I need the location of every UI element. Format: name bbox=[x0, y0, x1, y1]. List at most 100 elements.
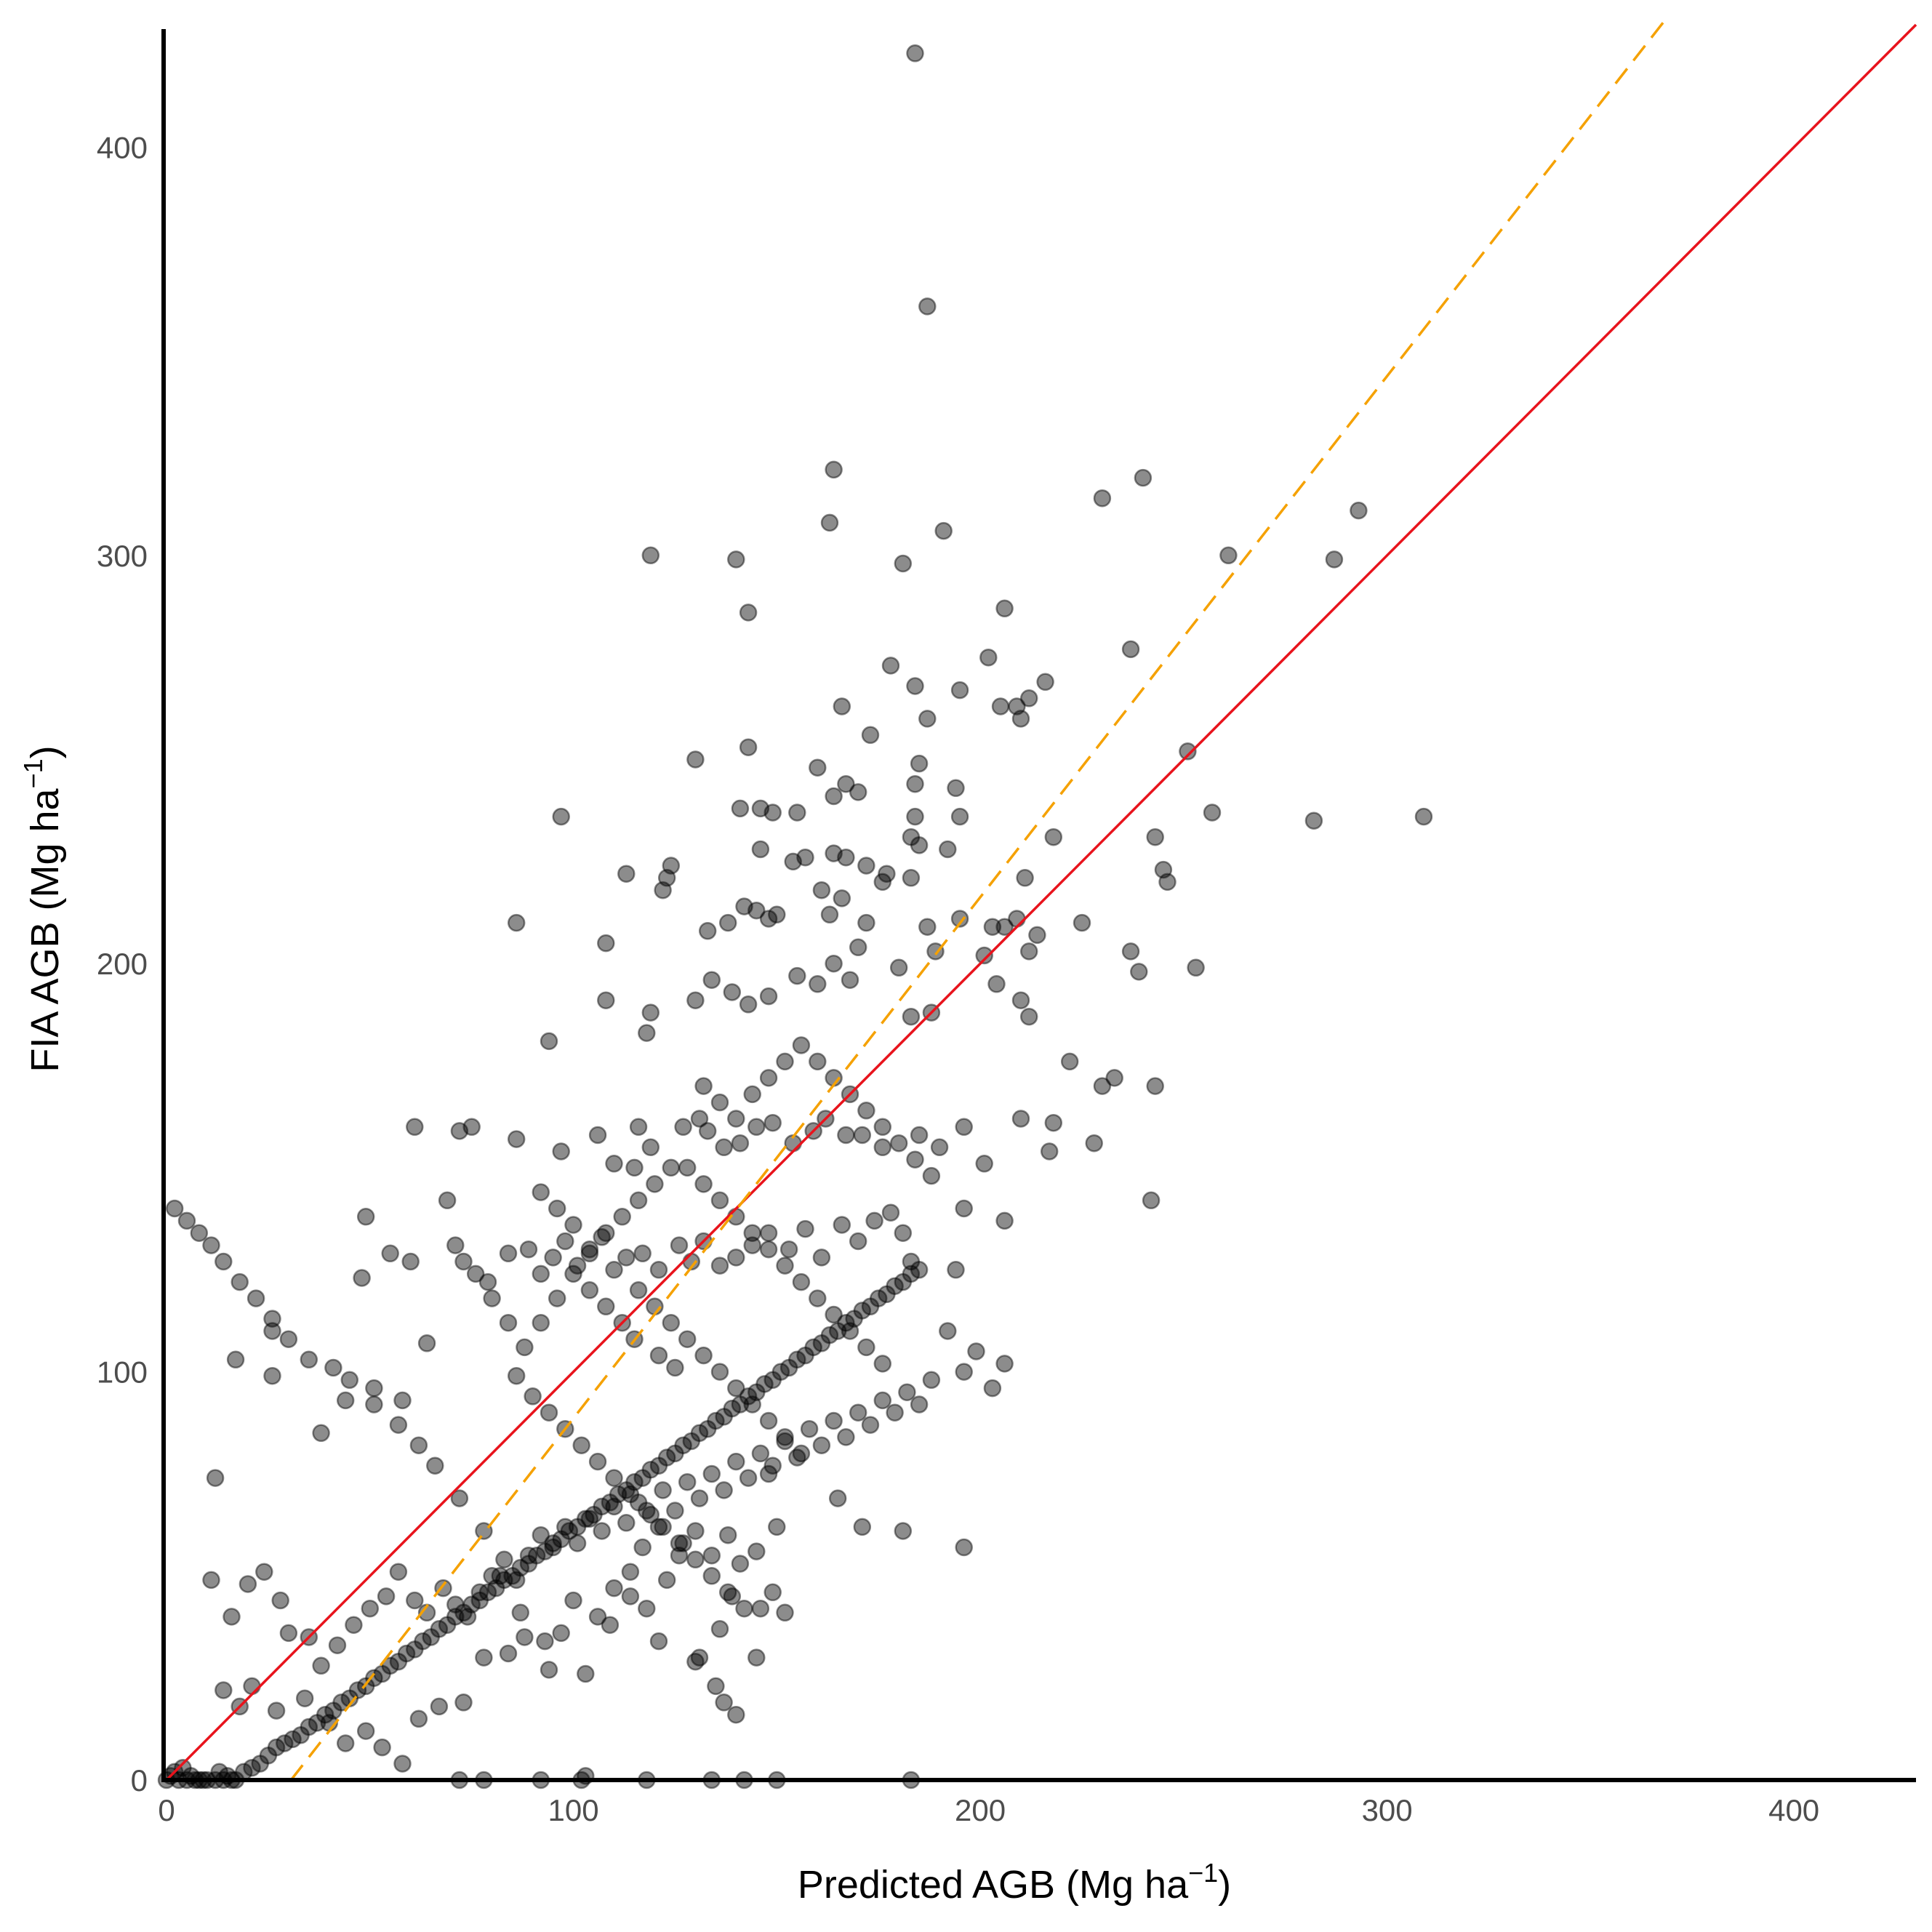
data-point bbox=[605, 1469, 623, 1487]
data-point bbox=[556, 1518, 574, 1536]
data-point bbox=[532, 1313, 550, 1332]
data-point bbox=[763, 1113, 782, 1132]
data-point bbox=[837, 848, 855, 867]
data-point bbox=[1158, 873, 1177, 891]
data-point bbox=[747, 1542, 766, 1560]
data-point bbox=[918, 297, 937, 316]
data-point bbox=[743, 1224, 761, 1242]
data-point bbox=[1028, 926, 1046, 945]
data-point bbox=[373, 1738, 391, 1757]
data-point bbox=[1146, 1077, 1164, 1095]
y-tick-label: 200 bbox=[97, 947, 148, 981]
data-point bbox=[597, 934, 615, 953]
data-point bbox=[548, 1289, 566, 1307]
data-point bbox=[723, 1587, 742, 1606]
data-point bbox=[593, 1522, 611, 1540]
data-point bbox=[649, 1456, 668, 1475]
data-point bbox=[906, 807, 924, 826]
data-point bbox=[629, 1494, 648, 1512]
data-point bbox=[279, 1330, 298, 1348]
data-point bbox=[613, 1208, 631, 1226]
data-point bbox=[478, 1272, 497, 1291]
data-point bbox=[886, 1277, 904, 1295]
x-axis-title: Predicted AGB (Mg ha−1) bbox=[798, 1858, 1231, 1907]
data-point bbox=[739, 1469, 758, 1487]
data-point bbox=[638, 1024, 656, 1042]
data-point bbox=[731, 1395, 750, 1414]
x-tick-label: 400 bbox=[1768, 1793, 1819, 1827]
data-point bbox=[686, 1522, 705, 1540]
data-point bbox=[450, 1122, 469, 1140]
data-point bbox=[300, 1717, 318, 1736]
data-point bbox=[837, 1126, 855, 1145]
data-point bbox=[727, 1452, 745, 1471]
data-point bbox=[763, 1583, 782, 1602]
data-point bbox=[1130, 963, 1148, 981]
data-point bbox=[955, 1118, 973, 1137]
data-point bbox=[865, 1211, 883, 1230]
data-point bbox=[243, 1677, 261, 1696]
data-point bbox=[731, 799, 750, 818]
data-point bbox=[674, 1118, 692, 1137]
data-point bbox=[1011, 710, 1030, 728]
data-point bbox=[759, 1224, 778, 1242]
data-point bbox=[825, 460, 843, 479]
data-point bbox=[918, 918, 937, 936]
data-point bbox=[715, 1481, 733, 1499]
x-tick-label: 300 bbox=[1362, 1793, 1413, 1827]
data-point bbox=[470, 1583, 489, 1602]
y-tick-label: 300 bbox=[97, 539, 148, 573]
data-point bbox=[662, 857, 681, 875]
data-point bbox=[1060, 1052, 1079, 1071]
data-point bbox=[605, 1155, 623, 1173]
data-point bbox=[878, 1285, 896, 1304]
data-point bbox=[731, 1134, 750, 1153]
data-point bbox=[702, 1546, 721, 1565]
data-point bbox=[605, 1497, 623, 1516]
data-point bbox=[324, 1701, 342, 1720]
data-point bbox=[393, 1755, 412, 1773]
data-point bbox=[564, 1264, 582, 1283]
data-point bbox=[857, 1338, 875, 1357]
data-point bbox=[353, 1269, 371, 1287]
data-point bbox=[361, 1599, 380, 1618]
data-point bbox=[690, 1424, 709, 1443]
data-point bbox=[792, 1036, 811, 1054]
data-point bbox=[605, 1261, 623, 1279]
data-point bbox=[796, 848, 814, 867]
data-point bbox=[975, 1155, 993, 1173]
data-point bbox=[825, 1305, 843, 1324]
data-point bbox=[401, 1252, 420, 1271]
data-point bbox=[979, 648, 998, 667]
data-point bbox=[828, 1489, 847, 1507]
data-point bbox=[552, 1530, 570, 1549]
data-point bbox=[707, 1677, 725, 1696]
data-point bbox=[540, 1403, 558, 1422]
data-point bbox=[1187, 958, 1205, 977]
data-point bbox=[491, 1567, 510, 1585]
data-point bbox=[755, 1375, 774, 1393]
data-point bbox=[1414, 807, 1433, 826]
data-point bbox=[1325, 550, 1344, 569]
data-point bbox=[881, 657, 900, 675]
data-point bbox=[223, 1608, 241, 1626]
data-point bbox=[841, 1322, 859, 1340]
data-point bbox=[454, 1693, 473, 1712]
data-point bbox=[788, 803, 806, 822]
data-point bbox=[731, 1555, 750, 1573]
data-point bbox=[759, 1240, 778, 1259]
data-point bbox=[406, 1640, 424, 1659]
data-point bbox=[381, 1656, 399, 1675]
data-point bbox=[886, 1403, 904, 1422]
data-point bbox=[478, 1583, 497, 1602]
data-point bbox=[841, 971, 859, 989]
data-point bbox=[577, 1664, 595, 1683]
data-point bbox=[670, 1534, 689, 1552]
data-point bbox=[532, 1526, 550, 1544]
data-point bbox=[955, 1538, 973, 1557]
data-point bbox=[507, 1366, 526, 1385]
data-point bbox=[792, 1444, 811, 1463]
data-point bbox=[922, 1371, 941, 1390]
data-point bbox=[532, 1183, 550, 1201]
